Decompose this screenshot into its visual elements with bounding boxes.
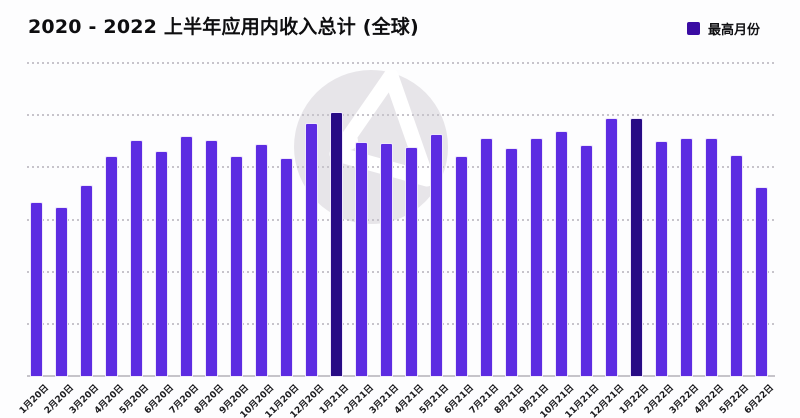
x-tick-label: 3月21日 <box>368 383 402 417</box>
bar <box>680 138 692 376</box>
x-tick-label: 5月22日 <box>718 383 752 417</box>
x-tick-label: 10月21日 <box>538 383 577 418</box>
x-tick-label: 7月20日 <box>168 383 202 417</box>
x-tick-label: 11月21日 <box>563 383 602 418</box>
x-tick-label: 4月20日 <box>93 383 127 417</box>
bar <box>205 140 217 376</box>
bar <box>505 149 517 376</box>
bar <box>30 203 42 376</box>
x-tick-label: 12月20日 <box>288 383 327 418</box>
bar <box>705 138 717 376</box>
bar <box>580 146 592 376</box>
bar <box>55 207 67 376</box>
gridline <box>27 114 775 117</box>
bar <box>605 118 617 376</box>
x-tick-label: 8月20日 <box>193 383 227 417</box>
bar-chart-plot <box>27 62 775 377</box>
x-tick-label: 1月21日 <box>318 383 352 417</box>
x-tick-label: 10月20日 <box>238 383 277 418</box>
bar <box>180 137 192 376</box>
x-tick-label: 3月20日 <box>68 383 102 417</box>
x-tick-label: 6月22日 <box>743 383 777 417</box>
x-tick-label: 1月20日 <box>18 383 52 417</box>
x-tick-label: 2月20日 <box>43 383 77 417</box>
gridline <box>27 218 775 221</box>
x-tick-label: 3月22日 <box>668 383 702 417</box>
x-tick-label: 9月20日 <box>218 383 252 417</box>
bar <box>255 144 267 376</box>
bar <box>755 188 767 376</box>
x-tick-label: 9月21日 <box>518 383 552 417</box>
bar <box>730 156 742 376</box>
bar <box>230 157 242 376</box>
x-tick-label: 11月20日 <box>263 383 302 418</box>
x-tick-label: 2月22日 <box>643 383 677 417</box>
bar <box>455 156 467 376</box>
bar <box>480 139 492 376</box>
bar <box>155 152 167 376</box>
bar <box>80 185 92 376</box>
x-tick-label: 12月21日 <box>588 383 627 418</box>
bar <box>305 124 317 376</box>
bar <box>105 157 117 376</box>
x-tick-label: 4月22日 <box>693 383 727 417</box>
bar-highest-month <box>630 118 642 376</box>
gridline <box>27 166 775 169</box>
bar <box>430 135 442 376</box>
legend-label: 最高月份 <box>707 23 760 38</box>
bar <box>355 142 367 376</box>
x-tick-label: 2月21日 <box>343 383 377 417</box>
bar <box>380 144 392 376</box>
x-tick-label: 5月20日 <box>118 383 152 417</box>
bar <box>130 140 142 376</box>
bar <box>555 131 567 376</box>
legend-swatch-icon <box>686 22 700 35</box>
x-tick-label: 6月20日 <box>143 383 177 417</box>
x-axis-line <box>27 375 775 377</box>
bar <box>280 159 292 376</box>
x-tick-label: 6月21日 <box>443 383 477 417</box>
bar <box>405 147 417 376</box>
gridline <box>27 270 775 273</box>
bar <box>655 142 667 376</box>
x-tick-label: 7月21日 <box>468 383 502 417</box>
x-tick-label: 1月22日 <box>618 383 652 417</box>
gridline <box>27 322 775 325</box>
x-tick-label: 5月21日 <box>418 383 452 417</box>
gridline <box>27 62 775 64</box>
bar <box>530 138 542 376</box>
legend-item-highest-month[interactable]: 最高月份 <box>686 19 760 38</box>
x-tick-label: 4月21日 <box>393 383 427 417</box>
bar-highest-month <box>330 113 342 376</box>
x-tick-label: 8月21日 <box>493 383 527 417</box>
chart-title: 2020 - 2022 上半年应用内收入总计 (全球) <box>28 16 419 38</box>
